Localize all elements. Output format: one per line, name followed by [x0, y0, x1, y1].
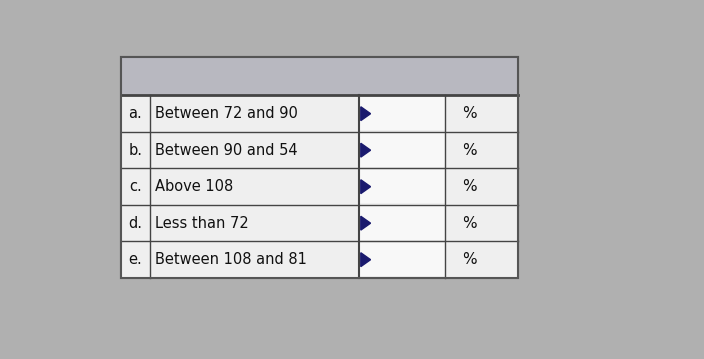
- Bar: [120, 132, 518, 168]
- Text: c.: c.: [129, 179, 142, 194]
- Text: %: %: [463, 179, 477, 194]
- Polygon shape: [361, 180, 370, 194]
- Polygon shape: [361, 143, 370, 157]
- Bar: [120, 57, 518, 95]
- Bar: [120, 57, 518, 278]
- Text: Between 108 and 81: Between 108 and 81: [155, 252, 306, 267]
- Text: Above 108: Above 108: [155, 179, 233, 194]
- Text: Between 72 and 90: Between 72 and 90: [155, 106, 298, 121]
- Bar: [359, 243, 444, 276]
- Text: e.: e.: [128, 252, 142, 267]
- Text: Less than 72: Less than 72: [155, 216, 249, 231]
- Bar: [359, 206, 444, 240]
- Text: %: %: [463, 143, 477, 158]
- Text: %: %: [463, 216, 477, 231]
- Bar: [120, 205, 518, 242]
- Text: b.: b.: [128, 143, 142, 158]
- Text: Between 90 and 54: Between 90 and 54: [155, 143, 297, 158]
- Bar: [359, 97, 444, 130]
- Bar: [120, 242, 518, 278]
- Text: %: %: [463, 252, 477, 267]
- Polygon shape: [361, 253, 370, 267]
- Polygon shape: [361, 216, 370, 230]
- Bar: [120, 95, 518, 132]
- Text: a.: a.: [128, 106, 142, 121]
- Text: %: %: [463, 106, 477, 121]
- Bar: [120, 57, 518, 278]
- Bar: [359, 170, 444, 204]
- Polygon shape: [361, 107, 370, 121]
- Bar: [359, 134, 444, 167]
- Bar: [120, 168, 518, 205]
- Text: d.: d.: [128, 216, 142, 231]
